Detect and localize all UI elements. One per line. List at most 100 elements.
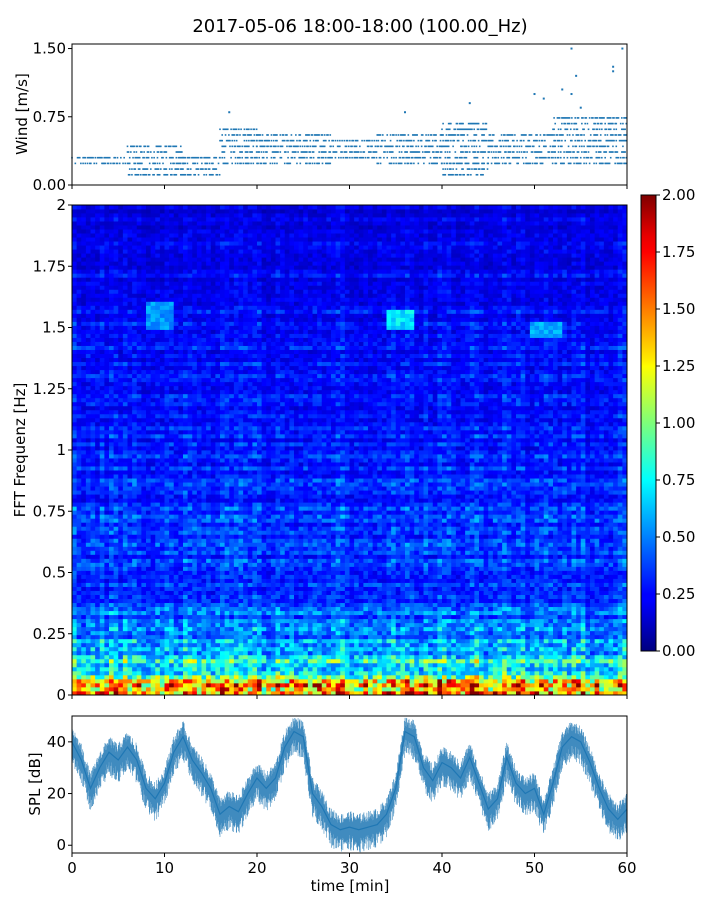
wind-point [406, 139, 409, 142]
wind-point [367, 156, 370, 159]
spectrogram-cell [192, 502, 198, 507]
spectrogram-cell [76, 558, 82, 563]
wind-point [569, 162, 572, 165]
wind-point [241, 145, 243, 148]
spectrogram-cell [118, 686, 124, 692]
wind-point [609, 134, 612, 136]
spectrogram-cell [155, 574, 161, 579]
wind-point [201, 156, 203, 159]
wind-point [609, 139, 612, 142]
spectrogram-cell [173, 401, 179, 407]
spectrogram-cell [159, 433, 165, 439]
spectrogram-cell [85, 341, 91, 346]
spectrogram-cell [85, 277, 91, 282]
spectrogram-cell [150, 606, 156, 612]
spectrogram-cell [104, 381, 110, 387]
spectrogram-cell [99, 417, 105, 423]
spectrogram-cell [192, 578, 198, 583]
wind-point [468, 168, 471, 170]
spectrogram-cell [85, 353, 91, 359]
spectrogram-cell [169, 273, 175, 278]
spectrogram-cell [136, 614, 142, 620]
spectrogram-cell [132, 301, 138, 306]
wind-point [601, 156, 603, 159]
spectrogram-cell [104, 309, 110, 314]
spectrogram-cell [127, 241, 133, 246]
spectrogram-cell [127, 610, 133, 616]
spectrogram-cell [192, 241, 198, 246]
spectrogram-cell [90, 586, 96, 591]
spectrogram-cell [164, 205, 170, 210]
spectrogram-cell [178, 285, 184, 290]
spectrogram-cell [81, 353, 87, 359]
spectrogram-cell [122, 309, 128, 314]
wind-point [370, 151, 372, 153]
spectrogram-cell [187, 682, 193, 688]
spectrogram-cell [141, 233, 147, 238]
spectrogram-cell [192, 425, 198, 431]
spectrogram-cell [159, 337, 165, 342]
spectrogram-cell [132, 458, 138, 463]
spectrogram-cell [127, 441, 133, 447]
wind-point [236, 145, 239, 148]
spectrogram-cell [164, 514, 170, 519]
wind-point [430, 162, 433, 165]
wind-point [504, 162, 506, 165]
wind-point [116, 162, 119, 165]
wind-point [442, 139, 444, 142]
wind-point [500, 145, 503, 148]
spectrogram-cell [146, 393, 152, 399]
spectrogram-cell [122, 281, 128, 286]
spectrogram-cell [183, 470, 189, 475]
spectrogram-cell [72, 333, 78, 338]
spectrogram-cell [169, 321, 175, 326]
wind-point [488, 145, 491, 148]
spectrogram-cell [169, 650, 175, 656]
spectrogram-cell [76, 377, 82, 383]
wind-point [446, 139, 449, 142]
spectrogram-cell [164, 409, 170, 415]
spectrogram-cell [173, 630, 179, 636]
spectrogram-cell [173, 502, 179, 507]
wind-point [474, 151, 477, 153]
wind-point [165, 156, 168, 159]
wind-point [301, 156, 304, 159]
spectrogram-cell [150, 345, 156, 350]
wind-point [155, 168, 158, 170]
spectrogram-cell [192, 309, 198, 314]
wind-point [395, 134, 397, 136]
wind-point [382, 139, 384, 142]
spectrogram-cell [155, 670, 161, 676]
spectrogram-cell [127, 574, 133, 579]
wind-outlier-point [612, 70, 615, 73]
wind-point [418, 156, 421, 159]
spectrogram-cell [85, 417, 91, 423]
spectrogram-cell [113, 397, 119, 403]
wind-point [604, 145, 606, 148]
spectrogram-cell [183, 450, 189, 455]
wind-point [169, 173, 172, 176]
spectrogram-cell [136, 514, 142, 519]
spectrogram-cell [76, 578, 82, 583]
spectrogram-cell [109, 253, 115, 258]
spectrogram-cell [85, 205, 91, 210]
spectrogram-cell [192, 510, 198, 515]
wind-point [163, 168, 165, 170]
wind-point [415, 151, 417, 153]
wind-point [608, 151, 611, 153]
spectrogram-cell [99, 237, 105, 242]
spectrogram-cell [109, 566, 115, 571]
spectrogram-cell [118, 445, 124, 451]
wind-point [296, 162, 298, 165]
spectrogram-cell [95, 225, 101, 230]
wind-point [147, 156, 150, 159]
wind-point [581, 134, 583, 136]
spectrogram-cell [122, 257, 128, 262]
wind-point [541, 156, 544, 159]
spectrogram-cell [118, 590, 124, 595]
wind-point [442, 134, 444, 136]
wind-point [407, 134, 410, 136]
wind-point [312, 156, 315, 159]
wind-point [596, 117, 599, 119]
spectrogram-cell [141, 502, 147, 507]
